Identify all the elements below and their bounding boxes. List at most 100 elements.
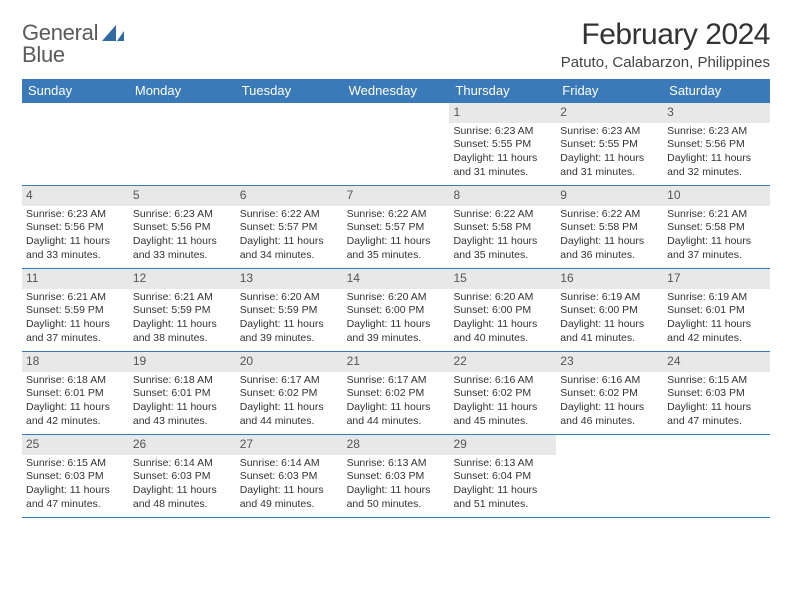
dow-tuesday: Tuesday [236,79,343,103]
dow-monday: Monday [129,79,236,103]
day-9: 9Sunrise: 6:22 AMSunset: 5:58 PMDaylight… [556,186,663,268]
day-empty [236,103,343,185]
day-number: 9 [556,186,663,206]
day-info: Sunrise: 6:13 AMSunset: 6:04 PMDaylight:… [453,457,552,512]
day-26: 26Sunrise: 6:14 AMSunset: 6:03 PMDayligh… [129,435,236,517]
day-empty [22,103,129,185]
day-number: 22 [449,352,556,372]
day-info: Sunrise: 6:21 AMSunset: 5:59 PMDaylight:… [133,291,232,346]
week-row: 1Sunrise: 6:23 AMSunset: 5:55 PMDaylight… [22,103,770,186]
day-number: 1 [449,103,556,123]
day-info: Sunrise: 6:14 AMSunset: 6:03 PMDaylight:… [240,457,339,512]
day-number: 8 [449,186,556,206]
day-22: 22Sunrise: 6:16 AMSunset: 6:02 PMDayligh… [449,352,556,434]
day-info: Sunrise: 6:21 AMSunset: 5:58 PMDaylight:… [667,208,766,263]
day-empty [343,103,450,185]
day-number: 2 [556,103,663,123]
day-18: 18Sunrise: 6:18 AMSunset: 6:01 PMDayligh… [22,352,129,434]
day-28: 28Sunrise: 6:13 AMSunset: 6:03 PMDayligh… [343,435,450,517]
day-17: 17Sunrise: 6:19 AMSunset: 6:01 PMDayligh… [663,269,770,351]
logo-line2: Blue [22,44,98,66]
days-of-week-row: SundayMondayTuesdayWednesdayThursdayFrid… [22,79,770,103]
day-info: Sunrise: 6:23 AMSunset: 5:55 PMDaylight:… [453,125,552,180]
day-6: 6Sunrise: 6:22 AMSunset: 5:57 PMDaylight… [236,186,343,268]
day-8: 8Sunrise: 6:22 AMSunset: 5:58 PMDaylight… [449,186,556,268]
day-empty [556,435,663,517]
day-15: 15Sunrise: 6:20 AMSunset: 6:00 PMDayligh… [449,269,556,351]
day-info: Sunrise: 6:22 AMSunset: 5:58 PMDaylight:… [453,208,552,263]
day-info: Sunrise: 6:22 AMSunset: 5:58 PMDaylight:… [560,208,659,263]
day-number: 13 [236,269,343,289]
day-info: Sunrise: 6:16 AMSunset: 6:02 PMDaylight:… [560,374,659,429]
day-number: 14 [343,269,450,289]
day-info: Sunrise: 6:23 AMSunset: 5:55 PMDaylight:… [560,125,659,180]
day-number: 10 [663,186,770,206]
day-number: 12 [129,269,236,289]
day-empty [663,435,770,517]
day-16: 16Sunrise: 6:19 AMSunset: 6:00 PMDayligh… [556,269,663,351]
day-number: 7 [343,186,450,206]
week-row: 4Sunrise: 6:23 AMSunset: 5:56 PMDaylight… [22,186,770,269]
day-19: 19Sunrise: 6:18 AMSunset: 6:01 PMDayligh… [129,352,236,434]
day-10: 10Sunrise: 6:21 AMSunset: 5:58 PMDayligh… [663,186,770,268]
day-14: 14Sunrise: 6:20 AMSunset: 6:00 PMDayligh… [343,269,450,351]
week-row: 11Sunrise: 6:21 AMSunset: 5:59 PMDayligh… [22,269,770,352]
day-7: 7Sunrise: 6:22 AMSunset: 5:57 PMDaylight… [343,186,450,268]
day-13: 13Sunrise: 6:20 AMSunset: 5:59 PMDayligh… [236,269,343,351]
header: General Blue February 2024 Patuto, Calab… [22,18,770,71]
day-number: 11 [22,269,129,289]
day-24: 24Sunrise: 6:15 AMSunset: 6:03 PMDayligh… [663,352,770,434]
dow-thursday: Thursday [449,79,556,103]
title-block: February 2024 Patuto, Calabarzon, Philip… [561,18,770,71]
week-row: 25Sunrise: 6:15 AMSunset: 6:03 PMDayligh… [22,435,770,518]
day-info: Sunrise: 6:13 AMSunset: 6:03 PMDaylight:… [347,457,446,512]
day-number: 20 [236,352,343,372]
day-27: 27Sunrise: 6:14 AMSunset: 6:03 PMDayligh… [236,435,343,517]
day-29: 29Sunrise: 6:13 AMSunset: 6:04 PMDayligh… [449,435,556,517]
day-number: 19 [129,352,236,372]
day-empty [129,103,236,185]
day-number: 4 [22,186,129,206]
logo: General Blue [22,22,124,66]
dow-sunday: Sunday [22,79,129,103]
day-25: 25Sunrise: 6:15 AMSunset: 6:03 PMDayligh… [22,435,129,517]
logo-sail-icon [102,25,124,41]
day-number: 26 [129,435,236,455]
dow-friday: Friday [556,79,663,103]
day-number: 15 [449,269,556,289]
day-info: Sunrise: 6:20 AMSunset: 6:00 PMDaylight:… [453,291,552,346]
day-number: 29 [449,435,556,455]
day-info: Sunrise: 6:20 AMSunset: 5:59 PMDaylight:… [240,291,339,346]
day-info: Sunrise: 6:16 AMSunset: 6:02 PMDaylight:… [453,374,552,429]
day-12: 12Sunrise: 6:21 AMSunset: 5:59 PMDayligh… [129,269,236,351]
day-21: 21Sunrise: 6:17 AMSunset: 6:02 PMDayligh… [343,352,450,434]
logo-line1: General [22,22,98,44]
day-5: 5Sunrise: 6:23 AMSunset: 5:56 PMDaylight… [129,186,236,268]
day-number: 28 [343,435,450,455]
day-info: Sunrise: 6:23 AMSunset: 5:56 PMDaylight:… [667,125,766,180]
day-3: 3Sunrise: 6:23 AMSunset: 5:56 PMDaylight… [663,103,770,185]
day-number: 17 [663,269,770,289]
day-info: Sunrise: 6:14 AMSunset: 6:03 PMDaylight:… [133,457,232,512]
day-number: 23 [556,352,663,372]
day-info: Sunrise: 6:19 AMSunset: 6:01 PMDaylight:… [667,291,766,346]
day-info: Sunrise: 6:20 AMSunset: 6:00 PMDaylight:… [347,291,446,346]
day-number: 16 [556,269,663,289]
week-row: 18Sunrise: 6:18 AMSunset: 6:01 PMDayligh… [22,352,770,435]
weeks-container: 1Sunrise: 6:23 AMSunset: 5:55 PMDaylight… [22,103,770,518]
day-info: Sunrise: 6:21 AMSunset: 5:59 PMDaylight:… [26,291,125,346]
day-number: 25 [22,435,129,455]
day-number: 3 [663,103,770,123]
day-info: Sunrise: 6:17 AMSunset: 6:02 PMDaylight:… [240,374,339,429]
day-number: 5 [129,186,236,206]
location: Patuto, Calabarzon, Philippines [561,54,770,71]
day-4: 4Sunrise: 6:23 AMSunset: 5:56 PMDaylight… [22,186,129,268]
calendar: SundayMondayTuesdayWednesdayThursdayFrid… [22,79,770,518]
day-info: Sunrise: 6:23 AMSunset: 5:56 PMDaylight:… [26,208,125,263]
day-number: 27 [236,435,343,455]
day-23: 23Sunrise: 6:16 AMSunset: 6:02 PMDayligh… [556,352,663,434]
dow-wednesday: Wednesday [343,79,450,103]
dow-saturday: Saturday [663,79,770,103]
day-number: 21 [343,352,450,372]
day-number: 18 [22,352,129,372]
